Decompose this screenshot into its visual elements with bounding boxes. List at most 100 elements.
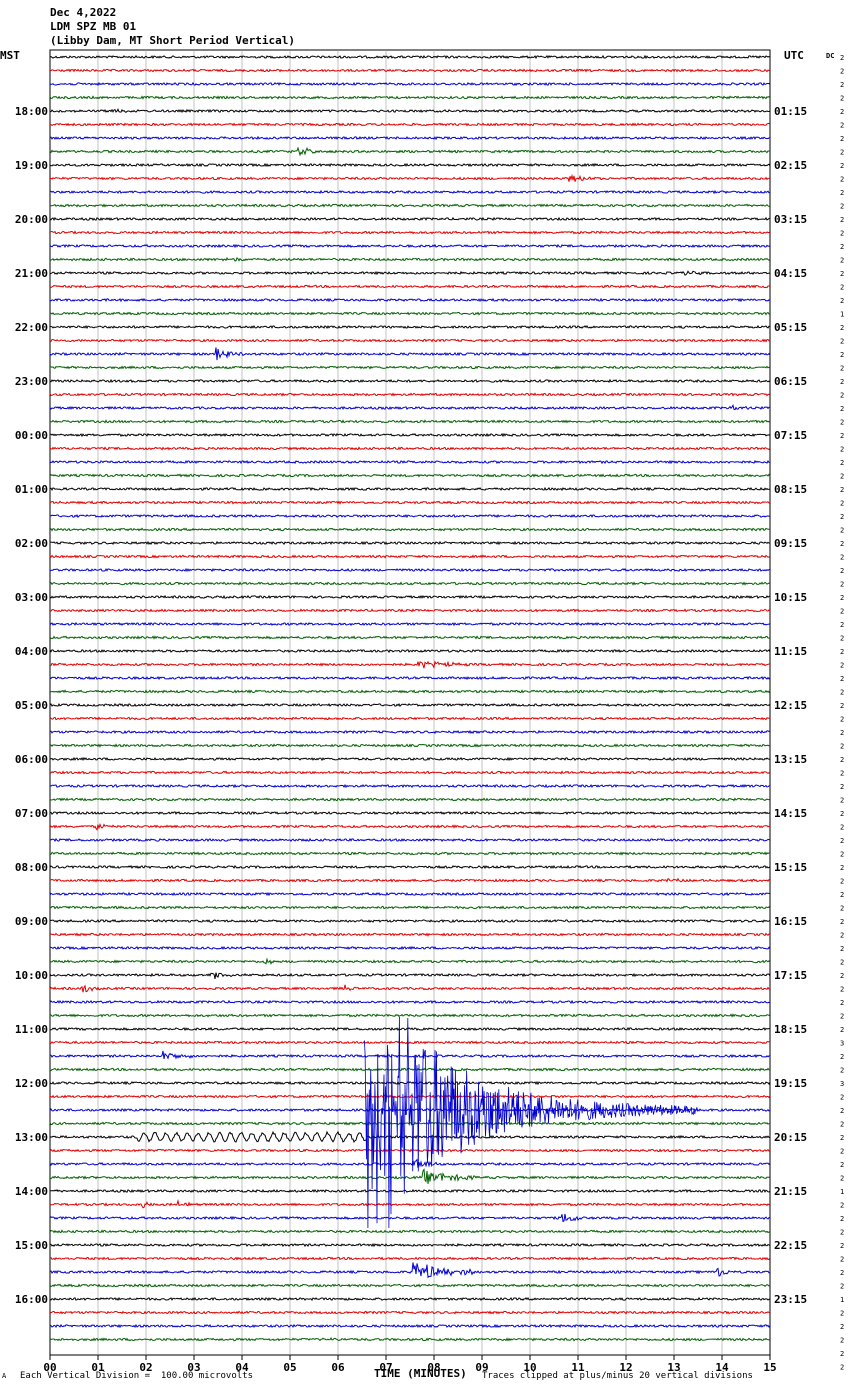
trace-row <box>50 513 771 519</box>
dc-value: 2 <box>840 1283 844 1291</box>
dc-value: 2 <box>840 729 844 737</box>
right-hour-label: 14:15 <box>774 807 807 820</box>
trace-row <box>49 162 771 168</box>
trace-row <box>49 459 771 465</box>
trace-row <box>49 621 771 627</box>
trace-row <box>49 1148 771 1153</box>
trace-row <box>49 567 771 573</box>
dc-value: 2 <box>840 1134 844 1142</box>
trace-row <box>49 54 771 60</box>
x-tick-label: 05 <box>283 1361 296 1374</box>
trace-row <box>49 1256 771 1261</box>
dc-value: 2 <box>840 824 844 832</box>
dc-value: 2 <box>840 1269 844 1277</box>
scale-note: Each Vertical Division = 100.00 microvol… <box>20 1371 253 1381</box>
trace-row <box>49 783 771 789</box>
trace-row <box>49 1283 771 1288</box>
x-tick-label: 11 <box>571 1361 585 1374</box>
x-tick-label: 10 <box>523 1361 536 1374</box>
left-hour-label: 01:00 <box>15 483 48 496</box>
dc-value: 2 <box>840 351 844 359</box>
trace-row <box>49 1067 771 1072</box>
left-hour-label: 03:00 <box>15 591 48 604</box>
dc-value: 2 <box>840 1026 844 1034</box>
dc-value: 2 <box>840 189 844 197</box>
dc-value: 1 <box>840 1296 844 1304</box>
dc-value: 2 <box>840 702 844 710</box>
dc-value: 2 <box>840 1053 844 1061</box>
trace-row <box>49 1229 771 1234</box>
x-tick-label: 09 <box>475 1361 488 1374</box>
trace-row <box>49 403 771 411</box>
dc-value: 2 <box>840 1242 844 1250</box>
corner-mark: A <box>2 1372 7 1380</box>
dc-value: 2 <box>840 216 844 224</box>
dc-value: 2 <box>840 54 844 62</box>
x-tick-label: 12 <box>619 1361 632 1374</box>
dc-value: 1 <box>840 1188 844 1196</box>
trace-row <box>49 689 771 694</box>
dc-value: 2 <box>840 986 844 994</box>
trace-row <box>49 554 771 559</box>
trace-row <box>49 243 771 249</box>
dc-value: 2 <box>840 716 844 724</box>
dc-value: 2 <box>840 1256 844 1264</box>
x-tick-label: 13 <box>667 1361 680 1374</box>
dc-value: 2 <box>840 95 844 103</box>
dc-value: 2 <box>840 513 844 521</box>
trace-row <box>49 1168 771 1184</box>
trace-row <box>49 324 771 330</box>
dc-value: 2 <box>840 891 844 899</box>
trace-row <box>49 347 771 361</box>
dc-label: DC <box>826 52 835 60</box>
trace-row <box>49 594 771 600</box>
dc-value: 2 <box>840 1148 844 1156</box>
trace-row <box>49 256 771 262</box>
trace-row <box>50 540 771 546</box>
dc-value: 2 <box>840 338 844 346</box>
dc-value: 2 <box>840 270 844 278</box>
trace-row <box>49 68 771 73</box>
dc-value: 2 <box>840 500 844 508</box>
dc-value: 3 <box>840 1080 844 1088</box>
left-hour-label: 07:00 <box>15 807 48 820</box>
dc-value: 2 <box>840 810 844 818</box>
trace-row <box>49 1242 771 1248</box>
dc-value: 2 <box>840 999 844 1007</box>
left-hour-label: 00:00 <box>15 429 48 442</box>
trace-row <box>49 877 771 883</box>
right-hour-label: 22:15 <box>774 1239 807 1252</box>
left-hour-label: 19:00 <box>15 159 48 172</box>
left-hour-label: 15:00 <box>15 1239 48 1252</box>
dc-value: 1 <box>840 311 844 319</box>
dc-value: 2 <box>840 945 844 953</box>
trace-row <box>49 95 771 100</box>
dc-value: 2 <box>840 108 844 116</box>
left-hour-label: 08:00 <box>15 861 48 874</box>
date-label: Dec 4,2022 <box>50 6 117 19</box>
right-hour-label: 21:15 <box>774 1185 807 1198</box>
trace-row <box>50 432 771 438</box>
trace-row <box>49 486 770 492</box>
dc-value: 2 <box>840 1337 844 1345</box>
dc-value: 2 <box>840 567 844 575</box>
trace-row <box>49 729 771 735</box>
trace-row <box>49 146 771 157</box>
trace-row <box>49 1080 771 1086</box>
left-hour-label: 09:00 <box>15 915 48 928</box>
left-hour-label: 14:00 <box>15 1185 48 1198</box>
dc-value: 2 <box>840 797 844 805</box>
trace-row <box>49 311 771 316</box>
dc-value: 2 <box>840 581 844 589</box>
dc-value: 2 <box>840 297 844 305</box>
dc-value: 2 <box>840 1013 844 1021</box>
dc-value: 2 <box>840 446 844 454</box>
right-hour-label: 02:15 <box>774 159 807 172</box>
trace-row <box>49 527 771 532</box>
clip-note: Traces clipped at plus/minus 20 vertical… <box>482 1371 753 1381</box>
trace-row <box>49 810 771 816</box>
trace-row <box>49 1121 771 1126</box>
trace-row <box>49 1130 771 1144</box>
dc-value: 2 <box>840 1067 844 1075</box>
dc-value: 2 <box>840 419 844 427</box>
